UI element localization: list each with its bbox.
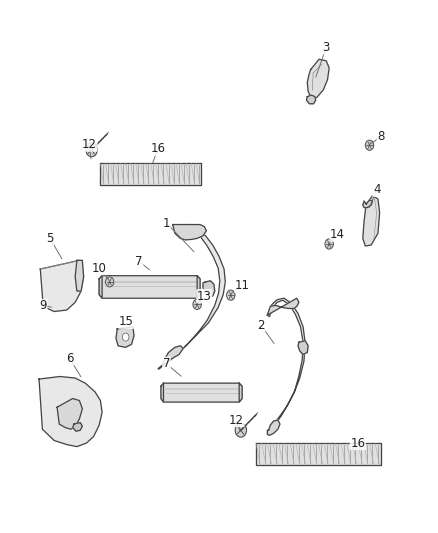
Text: 10: 10: [92, 262, 106, 274]
Polygon shape: [267, 298, 299, 315]
Polygon shape: [161, 383, 242, 402]
Circle shape: [193, 300, 201, 310]
Text: 16: 16: [350, 437, 365, 449]
Text: 12: 12: [82, 138, 97, 151]
Polygon shape: [239, 383, 242, 402]
Polygon shape: [256, 443, 381, 465]
Polygon shape: [100, 163, 201, 184]
Polygon shape: [307, 95, 316, 104]
Polygon shape: [267, 298, 305, 430]
Text: 11: 11: [235, 279, 250, 293]
Polygon shape: [75, 260, 84, 291]
Text: 4: 4: [373, 183, 381, 196]
Polygon shape: [307, 59, 329, 98]
Circle shape: [106, 277, 114, 287]
Text: 9: 9: [39, 300, 47, 312]
Polygon shape: [162, 224, 225, 366]
Circle shape: [235, 423, 247, 437]
Polygon shape: [363, 196, 380, 246]
Circle shape: [204, 285, 213, 295]
Polygon shape: [116, 327, 134, 348]
Text: 12: 12: [229, 414, 244, 426]
Polygon shape: [99, 276, 102, 298]
Polygon shape: [267, 420, 280, 435]
Polygon shape: [40, 260, 84, 311]
Text: 13: 13: [197, 289, 212, 303]
Circle shape: [365, 140, 374, 150]
Text: 1: 1: [162, 216, 170, 230]
Text: 2: 2: [257, 319, 265, 332]
Polygon shape: [57, 399, 82, 429]
Polygon shape: [197, 276, 200, 298]
Text: 6: 6: [66, 352, 74, 365]
Polygon shape: [173, 224, 206, 240]
Polygon shape: [363, 200, 372, 208]
Text: 7: 7: [135, 255, 143, 268]
Polygon shape: [203, 281, 215, 296]
Polygon shape: [298, 341, 308, 354]
Text: 8: 8: [377, 130, 385, 142]
Text: 16: 16: [151, 142, 166, 155]
Text: 5: 5: [46, 232, 53, 245]
Text: 7: 7: [162, 357, 170, 370]
Text: 14: 14: [330, 228, 345, 241]
Text: 15: 15: [119, 315, 134, 328]
Text: 3: 3: [322, 41, 330, 54]
Circle shape: [226, 290, 235, 300]
Polygon shape: [99, 276, 200, 298]
Polygon shape: [73, 423, 82, 431]
Circle shape: [325, 239, 333, 249]
Polygon shape: [158, 346, 183, 369]
Circle shape: [86, 143, 97, 157]
Circle shape: [122, 333, 129, 341]
Polygon shape: [161, 383, 163, 402]
Polygon shape: [39, 376, 102, 447]
